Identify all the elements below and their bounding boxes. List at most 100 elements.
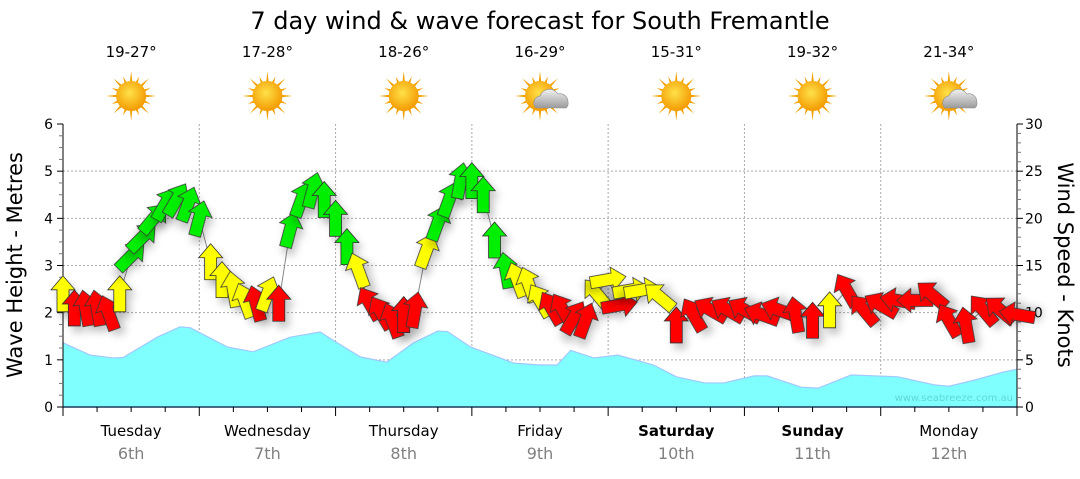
sun-ray [794, 78, 804, 88]
y-tick-label-right: 0 [1025, 400, 1034, 416]
partly-cloudy-icon [515, 71, 569, 121]
date-label: 8th [390, 444, 417, 463]
sun-ray [816, 108, 821, 116]
sun-ray [680, 108, 685, 116]
sun-ray [940, 108, 945, 116]
daily-weather: 19-27° Tuesday 6th 17-28° Wednesday 7th 18-26°… [100, 43, 979, 463]
date-label: 6th [118, 444, 145, 463]
cloud-shape [533, 88, 569, 109]
sun-ray [804, 108, 809, 116]
sun-ray [249, 104, 259, 114]
sun-ray [794, 104, 804, 114]
y-axis-right-label: Wind Speed - Knots [1053, 162, 1077, 367]
sun-ray [953, 108, 957, 116]
sun-ray [680, 76, 685, 84]
partly-cloudy-icon [923, 71, 978, 121]
sun-ray [931, 78, 940, 88]
sun-ray [668, 108, 673, 116]
day-label: Sunday [781, 422, 844, 440]
temperature-range: 18-26° [378, 43, 429, 61]
temperature-range: 21-34° [923, 43, 974, 61]
wave-area [63, 326, 1017, 407]
y-tick-label-left: 6 [44, 117, 53, 133]
sun-ray [129, 71, 133, 83]
sun-ray [135, 76, 140, 84]
temperature-range: 16-29° [514, 43, 565, 61]
sun-ray [520, 87, 528, 92]
wind-arrow [481, 221, 508, 259]
sun-ray [531, 76, 536, 84]
sun-ray [931, 104, 940, 114]
sun-ray [793, 100, 801, 105]
cloud-shape [942, 88, 978, 109]
sun-ray [129, 109, 133, 121]
temperature-range: 17-28° [242, 43, 293, 61]
sun-ray [271, 76, 276, 84]
sun-ray [402, 71, 405, 83]
sun-ray [656, 100, 664, 105]
y-tick-label-right: 5 [1025, 353, 1034, 369]
sun-ray [378, 94, 390, 98]
sun-ray [276, 104, 286, 114]
wind-arrow [414, 232, 440, 270]
sun-ray [821, 104, 831, 114]
sun-ray [824, 100, 832, 105]
sun-ray [668, 76, 673, 84]
sun-ray [947, 109, 951, 121]
sun-ray [811, 109, 814, 121]
sun-ray [544, 108, 549, 116]
sun-icon [787, 71, 838, 121]
sun-ray [416, 87, 424, 92]
sun-ray [675, 71, 678, 83]
sun-ray [249, 78, 259, 88]
sun-ray [947, 71, 951, 83]
sun-disc [388, 81, 419, 111]
temperature-range: 15-31° [651, 43, 702, 61]
sun-ray [407, 108, 412, 116]
wind-arrow [816, 291, 843, 329]
day-label: Saturday [638, 422, 715, 440]
wind-arrow [322, 199, 349, 237]
day-label: Thursday [368, 422, 439, 440]
sun-ray [685, 104, 694, 114]
sun-ray [826, 94, 838, 98]
temperature-range: 19-32° [787, 43, 838, 61]
sun-ray [135, 108, 140, 116]
sun-ray [412, 78, 422, 88]
y-tick-label-left: 1 [44, 353, 53, 369]
sun-icon [378, 71, 429, 121]
sun-ray [111, 100, 119, 105]
sun-ray [658, 78, 668, 88]
sun-ray [140, 78, 149, 88]
sun-ray [279, 87, 287, 92]
sun-ray [412, 104, 422, 114]
wind-arrow [573, 302, 599, 340]
sun-ray [395, 76, 400, 84]
sun-disc [252, 81, 283, 111]
wind-arrow [106, 275, 133, 313]
wind-arrow [644, 284, 678, 314]
sun-ray [651, 94, 663, 98]
y-tick-label-left: 0 [44, 400, 53, 416]
sun-ray [266, 71, 269, 83]
sun-ray [106, 94, 118, 98]
sun-ray [522, 104, 532, 114]
sun-ray [395, 108, 400, 116]
sun-ray [515, 94, 527, 98]
sun-icon [242, 71, 293, 121]
y-tick-label-right: 15 [1025, 259, 1043, 275]
sun-ray [271, 108, 276, 116]
date-label: 10th [658, 444, 695, 463]
watermark: www.seabreeze.com.au [895, 393, 1013, 404]
day-label: Monday [919, 422, 978, 440]
sun-ray [248, 100, 256, 105]
y-tick-label-left: 3 [44, 259, 53, 275]
wind-arrow [470, 176, 497, 214]
sun-ray [658, 104, 668, 114]
sun-ray [923, 94, 935, 98]
sun-disc [661, 81, 692, 111]
sun-ray [688, 87, 696, 92]
y-axis-left-label: Wave Height - Metres [3, 152, 27, 378]
sun-ray [113, 104, 123, 114]
